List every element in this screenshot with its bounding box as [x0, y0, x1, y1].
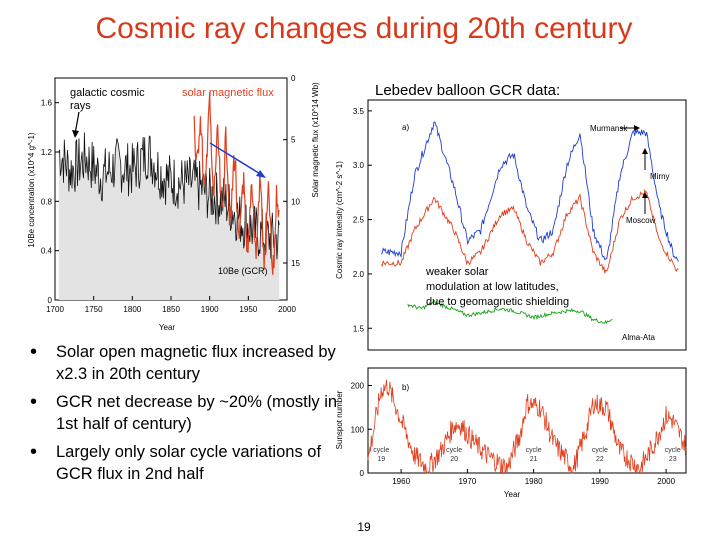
x-tick-label: 1700: [46, 305, 64, 314]
cycle-number: 19: [377, 456, 385, 463]
annotation-solar-flux: solar magnetic flux: [182, 87, 274, 99]
x-tick-label: 1980: [525, 477, 543, 486]
arrow-murmansk-head: [634, 125, 640, 131]
label-murmansk: Murmansk: [590, 124, 628, 133]
x-tick-label: 1960: [392, 477, 410, 486]
y-tick-label: 1.5: [353, 324, 365, 333]
label-alma-ata: Alma-Ata: [622, 333, 655, 342]
label-mirny: Mirny: [650, 172, 670, 181]
panel-b-label: b): [402, 383, 409, 392]
y-tick-label: 3.0: [353, 161, 365, 170]
y-tick-label-left: 0: [48, 296, 53, 305]
sunspot-x-axis-label: Year: [504, 490, 521, 499]
page-number: 19: [357, 520, 371, 534]
label-moscow: Moscow: [626, 216, 656, 225]
cycle-number: 23: [669, 456, 677, 463]
bullet-text: Solar open magnetic flux increased by x2…: [56, 343, 336, 383]
slide-title: Cosmic ray changes during 20th century: [95, 12, 633, 45]
x-tick-label: 1750: [85, 305, 103, 314]
y-tick-label: 100: [351, 425, 365, 434]
y-tick-label-right: 0: [291, 74, 296, 83]
y-tick-label-right: 10: [291, 197, 300, 206]
solar-flux-line: [193, 92, 280, 275]
y-tick-label: 2.5: [353, 216, 365, 225]
bullet-text: GCR net decrease by ~20% (mostly in 1st …: [56, 393, 338, 433]
gcr-y-axis-label: Cosmic ray intensity (cm^-2 s^-1): [335, 161, 344, 279]
cycle-label: cycle: [446, 447, 462, 454]
x-tick-label: 1900: [201, 305, 219, 314]
annotation-weaker-1: weaker solar: [425, 266, 489, 278]
sunspot-plot-frame: [367, 367, 687, 474]
murmansk-mirny-line: [381, 121, 679, 262]
cycle-label: cycle: [665, 447, 681, 454]
bullet-list: • Solar open magnetic flux increased by x…: [28, 341, 348, 491]
y-tick-label: 0: [360, 469, 365, 478]
y-tick-label: 3.5: [353, 107, 365, 116]
be10-area: [58, 132, 280, 300]
y-tick-label-left: 0.8: [41, 197, 53, 206]
y-tick-label: 200: [351, 382, 365, 391]
cycle-label: cycle: [373, 447, 389, 454]
x-tick-label: 1800: [123, 305, 141, 314]
arrow-gcr: [74, 111, 80, 135]
be10-line: [58, 132, 280, 260]
annotation-rays: rays: [70, 100, 91, 112]
bullet-text: Largely only solar cycle variations of G…: [56, 443, 322, 483]
annotation-weaker-2: modulation at low latitudes,: [426, 281, 559, 293]
y-tick-label-left: 1.2: [41, 148, 53, 157]
x-tick-label: 2000: [278, 305, 296, 314]
alma-ata-line: [407, 299, 613, 325]
arrow-gcr-head: [72, 130, 79, 138]
cycle-label: cycle: [526, 447, 542, 454]
arrow-mirny-head: [642, 148, 648, 154]
y-tick-label-right: 5: [291, 136, 296, 145]
x-tick-label: 1950: [239, 305, 257, 314]
bullet-item: • Solar open magnetic flux increased by x…: [30, 341, 336, 383]
gcr-plot-frame: [367, 99, 687, 351]
panel-subheading: Lebedev balloon GCR data:: [375, 82, 561, 99]
annotation-galactic-cosmic: galactic cosmic: [70, 87, 145, 99]
left-plot-frame: [54, 77, 288, 301]
arrow-flux: [209, 142, 263, 176]
annotation-weaker-3: due to geomagnetic shielding: [426, 296, 569, 308]
arrow-moscow-head: [642, 192, 648, 198]
x-tick-label: 1990: [591, 477, 609, 486]
y-tick-label-right: 15: [291, 259, 300, 268]
cycle-label: cycle: [592, 447, 608, 454]
arrow-flux-head: [256, 170, 266, 178]
left-y-axis-label: 10Be concentration (x10^4 g^-1): [27, 132, 36, 247]
panel-a-label: a): [402, 123, 409, 132]
cycle-number: 22: [596, 456, 604, 463]
moscow-line: [380, 188, 679, 274]
left-x-axis-label: Year: [159, 323, 176, 332]
annotation-10be: 10Be (GCR): [218, 266, 268, 276]
x-tick-label: 1850: [162, 305, 180, 314]
x-tick-label: 1970: [458, 477, 476, 486]
x-tick-label: 2000: [657, 477, 675, 486]
sunspot-line: [367, 379, 687, 475]
bullet-item: • Largely only solar cycle variations of …: [30, 441, 322, 483]
y-tick-label-left: 0.4: [41, 247, 53, 256]
cycle-number: 20: [450, 456, 458, 463]
y-tick-label: 2.0: [353, 270, 365, 279]
bullet-item: • GCR net decrease by ~20% (mostly in 1st…: [30, 391, 338, 433]
cycle-number: 21: [530, 456, 538, 463]
y-tick-label-left: 1.6: [41, 99, 53, 108]
right-y-axis-label: Solar magnetic flux (x10^14 Wb): [311, 82, 320, 198]
